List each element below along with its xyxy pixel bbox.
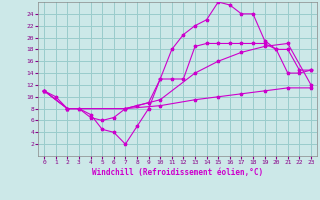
X-axis label: Windchill (Refroidissement éolien,°C): Windchill (Refroidissement éolien,°C) bbox=[92, 168, 263, 177]
